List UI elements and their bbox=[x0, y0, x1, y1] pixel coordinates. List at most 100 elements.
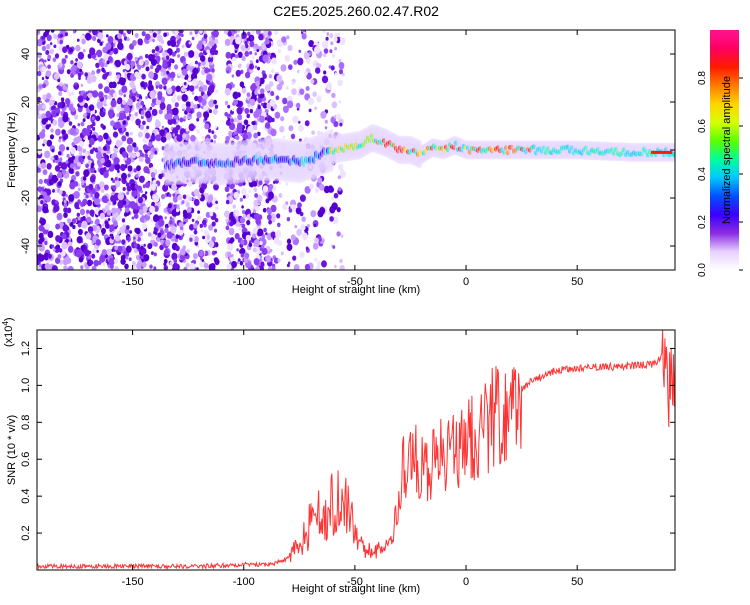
spectrogram-cell bbox=[100, 62, 105, 68]
spectrogram-cell bbox=[301, 232, 308, 241]
spectrogram-cell bbox=[202, 235, 206, 240]
spectrogram-cell bbox=[207, 195, 214, 202]
spectrogram-cell bbox=[131, 261, 136, 266]
spectrogram-cell bbox=[230, 192, 234, 197]
x-tick-label: -150 bbox=[122, 276, 144, 288]
spectrogram-cell bbox=[107, 36, 114, 44]
spectrogram-cell bbox=[161, 125, 165, 129]
spectrogram-cell bbox=[60, 97, 65, 102]
spectrogram-cell bbox=[330, 65, 335, 71]
spectrogram-cell bbox=[128, 137, 134, 144]
spectrogram-cell bbox=[122, 69, 126, 73]
spectrogram-cell bbox=[117, 245, 123, 253]
spectrogram-cell bbox=[75, 128, 80, 133]
spectrogram-cell bbox=[186, 64, 191, 70]
spectrogram-cell bbox=[62, 224, 69, 232]
spectrogram-cell bbox=[266, 115, 273, 123]
spectrogram-cell bbox=[191, 36, 195, 41]
spectrogram-cell bbox=[231, 260, 238, 269]
spectrogram-cell bbox=[148, 80, 153, 86]
spectrogram-cell bbox=[85, 163, 89, 169]
spectrogram-cell bbox=[93, 197, 101, 206]
spectrogram-cell bbox=[45, 110, 52, 118]
spectrogram-cell bbox=[71, 91, 75, 96]
spectrogram-cell bbox=[176, 35, 180, 40]
spectrogram-cell bbox=[154, 52, 158, 57]
spectrogram-cell bbox=[208, 224, 214, 231]
spectrogram-cell bbox=[54, 107, 61, 116]
spectrogram-cell bbox=[268, 219, 272, 225]
spectrogram-cell bbox=[253, 258, 260, 266]
spectrogram-cell bbox=[67, 218, 72, 224]
spectrogram-cell bbox=[274, 111, 281, 119]
spectrogram-cell bbox=[118, 77, 125, 85]
spectrogram-cell bbox=[80, 265, 84, 270]
spectrogram-cell bbox=[152, 38, 155, 43]
spectrogram-cell bbox=[86, 216, 92, 223]
spectrogram-cell bbox=[121, 172, 127, 181]
spectrogram-cell bbox=[213, 99, 218, 105]
spectrogram-cell bbox=[63, 203, 68, 209]
spectrogram-cell bbox=[266, 214, 272, 221]
spectrogram-cell bbox=[95, 115, 101, 122]
spectrogram-cell bbox=[125, 255, 129, 260]
spectrogram-cell bbox=[76, 61, 83, 69]
spectrogram-cell bbox=[301, 216, 306, 222]
spectrogram-cell bbox=[85, 232, 92, 240]
spectrogram-cell bbox=[171, 51, 176, 57]
spectrogram-cell bbox=[315, 62, 320, 68]
spectrogram-cell bbox=[117, 192, 125, 201]
spectrogram-cell bbox=[131, 87, 137, 94]
spectrogram-cell bbox=[305, 246, 309, 250]
spectrogram-cell bbox=[67, 265, 74, 270]
spectrogram-cell bbox=[194, 60, 198, 65]
spectrogram-cell bbox=[150, 183, 157, 191]
spectrogram-cell bbox=[227, 31, 232, 37]
spectrogram-cell bbox=[232, 56, 237, 62]
spectrogram-cell bbox=[267, 191, 274, 200]
spectrogram-cell bbox=[202, 93, 208, 101]
spectrogram-cell bbox=[274, 30, 278, 35]
spectrogram-cell bbox=[51, 148, 55, 153]
spectrogram-cell bbox=[323, 48, 329, 54]
spectrogram-cell bbox=[342, 73, 345, 77]
spectrogram-cell bbox=[298, 120, 301, 124]
spectrogram-cell bbox=[63, 207, 68, 213]
spectrogram-cell bbox=[161, 77, 168, 86]
spectrogram-cell bbox=[108, 71, 112, 77]
spectrogram-cell bbox=[248, 242, 253, 248]
spectrogram-cell bbox=[299, 194, 306, 202]
spectrogram-cell bbox=[63, 265, 68, 270]
spectrogram-cell bbox=[53, 204, 60, 213]
spectrogram-cell bbox=[650, 150, 659, 154]
spectrogram-cell bbox=[145, 33, 151, 41]
spectrogram-cell bbox=[181, 94, 188, 102]
spectrogram-cell bbox=[37, 39, 43, 47]
spectrogram-cell bbox=[314, 257, 318, 262]
spectrogram-cell bbox=[313, 223, 317, 228]
spectrogram-cell bbox=[148, 141, 153, 147]
spectrogram-cell bbox=[140, 81, 146, 88]
spectrogram-cell bbox=[235, 135, 240, 141]
spectrogram-cell bbox=[82, 216, 86, 221]
spectrogram-cell bbox=[199, 260, 206, 268]
spectrogram-cell bbox=[92, 90, 99, 98]
spectrogram-cell bbox=[314, 46, 321, 54]
spectrogram-cell bbox=[55, 257, 61, 265]
spectrogram-cell bbox=[151, 98, 156, 104]
spectrogram-cell bbox=[50, 42, 53, 46]
spectrogram-cell bbox=[104, 205, 110, 211]
spectrogram-cell bbox=[106, 209, 112, 216]
spectrogram-cell bbox=[301, 30, 305, 33]
spectrogram-cell bbox=[214, 125, 218, 129]
spectrogram-cell bbox=[214, 104, 219, 109]
spectrogram-cell bbox=[290, 133, 296, 140]
spectrogram-cell bbox=[53, 34, 58, 40]
spectrogram-cell bbox=[81, 220, 88, 229]
spectrogram-cell bbox=[208, 100, 215, 108]
spectrogram-cell bbox=[145, 66, 150, 72]
spectrogram-cell bbox=[306, 224, 310, 228]
spectrogram-cell bbox=[145, 110, 152, 119]
spectrogram-cell bbox=[268, 183, 274, 190]
spectrogram-cell bbox=[163, 265, 168, 270]
